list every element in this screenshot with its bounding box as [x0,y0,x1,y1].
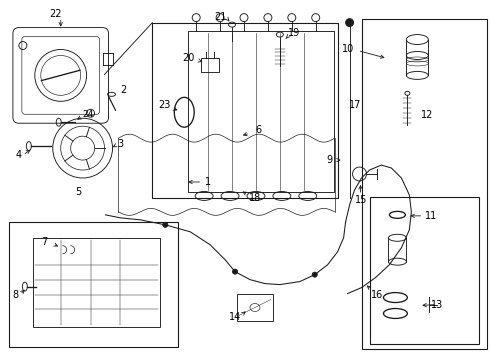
Text: 3: 3 [118,139,123,149]
Text: 19: 19 [288,28,300,37]
Text: 22: 22 [49,9,62,19]
Bar [369,197,479,345]
Circle shape [312,272,317,277]
Bar [9,222,178,347]
Text: 23: 23 [158,100,171,110]
Circle shape [345,19,354,27]
Text: 16: 16 [371,289,384,300]
Text: 14: 14 [229,312,241,323]
Bar [237,293,273,321]
Text: 9: 9 [327,155,333,165]
Text: 12: 12 [421,110,434,120]
Text: 2: 2 [121,85,126,95]
Bar [33,238,160,328]
Text: 24: 24 [82,110,93,119]
Circle shape [233,269,238,274]
Text: 18: 18 [249,193,261,203]
Circle shape [163,222,168,227]
Text: 11: 11 [425,211,438,221]
Text: 20: 20 [182,54,195,63]
Text: 7: 7 [42,237,48,247]
Text: 4: 4 [16,150,22,160]
Text: 8: 8 [13,289,19,300]
Bar [201,58,219,72]
Text: 15: 15 [355,195,368,205]
Text: 6: 6 [255,125,261,135]
Bar [188,31,334,192]
Bar [152,23,338,198]
Bar [362,19,487,349]
Text: 1: 1 [205,177,211,187]
Text: 13: 13 [431,300,443,310]
Text: 10: 10 [342,44,354,54]
Text: 5: 5 [75,187,82,197]
Text: 21: 21 [214,12,226,22]
Text: 17: 17 [349,100,362,110]
